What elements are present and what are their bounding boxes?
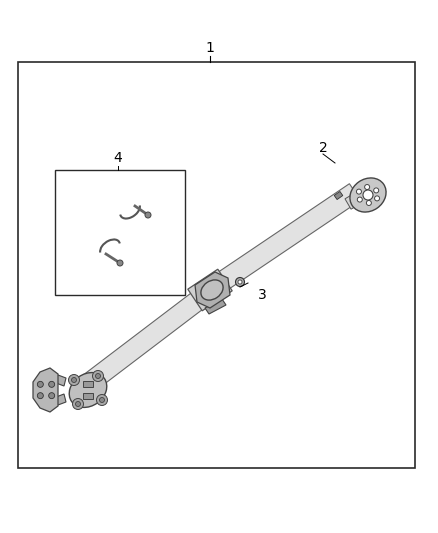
Polygon shape	[215, 184, 360, 292]
Bar	[55, 170, 185, 295]
Circle shape	[145, 212, 151, 218]
Polygon shape	[345, 192, 363, 209]
Circle shape	[92, 370, 103, 382]
Text: 3: 3	[258, 288, 266, 302]
Ellipse shape	[350, 178, 386, 212]
Circle shape	[37, 381, 43, 387]
Polygon shape	[33, 368, 58, 412]
Polygon shape	[203, 286, 222, 300]
Polygon shape	[195, 272, 230, 308]
Polygon shape	[205, 299, 226, 314]
Circle shape	[117, 260, 123, 266]
Circle shape	[238, 280, 242, 284]
Circle shape	[71, 377, 77, 383]
Bar	[18, 62, 415, 468]
Circle shape	[75, 401, 81, 407]
Ellipse shape	[201, 280, 223, 300]
Circle shape	[374, 188, 379, 193]
Ellipse shape	[69, 373, 107, 407]
Polygon shape	[83, 393, 93, 399]
Circle shape	[96, 394, 107, 406]
Text: 1: 1	[205, 41, 215, 55]
Circle shape	[357, 197, 362, 202]
Ellipse shape	[201, 281, 221, 299]
Circle shape	[68, 375, 80, 385]
Polygon shape	[74, 287, 211, 398]
Circle shape	[99, 398, 105, 402]
Circle shape	[37, 393, 43, 399]
Circle shape	[374, 196, 380, 201]
Polygon shape	[48, 394, 66, 408]
Text: 2: 2	[318, 141, 327, 155]
Polygon shape	[188, 269, 232, 311]
Circle shape	[49, 381, 55, 387]
Circle shape	[95, 374, 100, 378]
Polygon shape	[83, 381, 93, 387]
Circle shape	[363, 190, 373, 200]
Ellipse shape	[197, 284, 217, 302]
Bar	[334, 191, 343, 199]
Circle shape	[73, 399, 84, 409]
Circle shape	[236, 278, 244, 287]
Circle shape	[49, 393, 55, 399]
Circle shape	[364, 184, 370, 190]
Text: 4: 4	[113, 151, 122, 165]
Polygon shape	[48, 372, 66, 386]
Circle shape	[366, 200, 371, 205]
Circle shape	[357, 189, 361, 194]
